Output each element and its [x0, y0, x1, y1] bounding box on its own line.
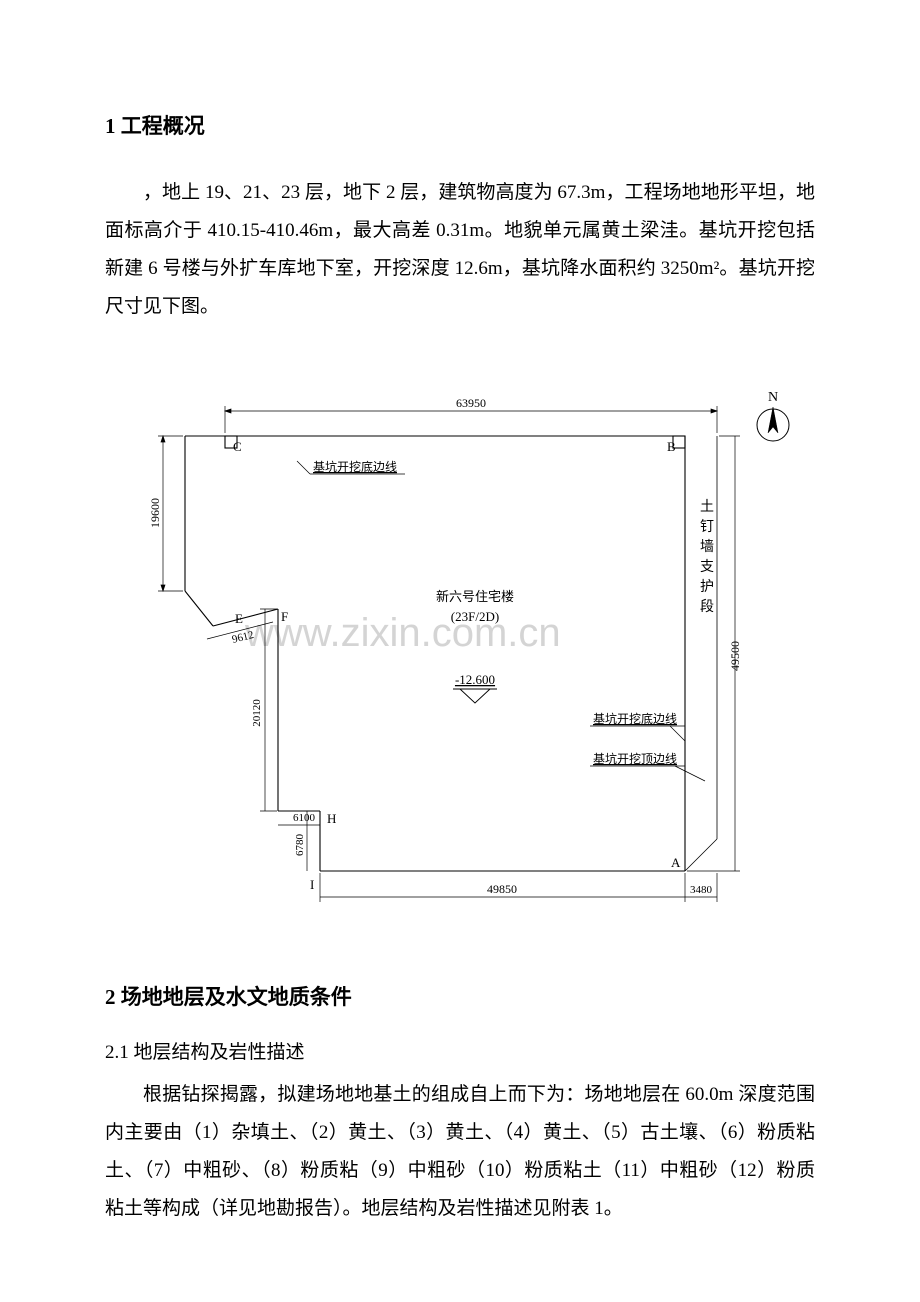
svg-text:63950: 63950 [456, 396, 486, 410]
svg-text:49850: 49850 [487, 882, 517, 896]
pit-plan-diagram: www.zixin.com.cn N [105, 381, 815, 941]
svg-text:C: C [233, 439, 242, 454]
dim-fh-h: 6100 [278, 812, 320, 825]
side-text: 土 钉 墙 支 护 段 [700, 499, 714, 615]
svg-text:I: I [310, 877, 314, 892]
svg-text:基坑开挖顶边线: 基坑开挖顶边线 [593, 751, 677, 766]
svg-text:6780: 6780 [294, 834, 306, 857]
label-bottom-line-top: 基坑开挖底边线 [297, 459, 405, 474]
section-1-paragraph: ，地上 19、21、23 层，地下 2 层，建筑物高度为 67.3m，工程场地地… [105, 174, 815, 326]
elevation-marker: -12.600 [453, 672, 497, 703]
compass-icon: N [757, 390, 789, 441]
svg-text:基坑开挖底边线: 基坑开挖底边线 [593, 711, 677, 726]
dim-left: 19600 [148, 436, 183, 591]
svg-text:土: 土 [700, 499, 714, 515]
section-2-1-heading: 2.1 地层结构及岩性描述 [105, 1037, 815, 1064]
svg-text:-12.600: -12.600 [455, 672, 495, 687]
svg-text:A: A [671, 855, 681, 870]
svg-text:F: F [281, 609, 288, 624]
label-top-line: 基坑开挖顶边线 [590, 751, 705, 781]
svg-text:护: 护 [700, 579, 714, 595]
svg-text:新六号住宅楼: 新六号住宅楼 [436, 589, 514, 604]
svg-text:H: H [327, 811, 336, 826]
svg-text:基坑开挖底边线: 基坑开挖底边线 [313, 459, 397, 474]
svg-text:E: E [235, 611, 243, 626]
svg-text:N: N [768, 390, 778, 405]
label-bottom-line-right: 基坑开挖底边线 [590, 711, 685, 741]
svg-text:19600: 19600 [148, 498, 162, 528]
section-1-heading: 1 工程概况 [105, 110, 815, 140]
svg-text:6100: 6100 [293, 812, 316, 824]
dim-top: 63950 [225, 396, 717, 433]
watermark-text: www.zixin.com.cn [244, 611, 561, 655]
svg-text:支: 支 [700, 559, 714, 575]
svg-text:钉: 钉 [700, 519, 714, 535]
svg-text:B: B [667, 439, 676, 454]
section-2-1-paragraph: 根据钻探揭露，拟建场地地基土的组成自上而下为：场地地层在 60.0m 深度范围内… [105, 1076, 815, 1228]
section-2-heading: 2 场地地层及水文地质条件 [105, 981, 815, 1011]
svg-text:(23F/2D): (23F/2D) [451, 609, 499, 624]
svg-text:3480: 3480 [690, 884, 713, 896]
svg-text:墙: 墙 [700, 539, 714, 555]
svg-text:20120: 20120 [251, 699, 263, 727]
corner-labels: C B A I H F E [233, 439, 681, 892]
dim-bottom: 49850 3480 [320, 873, 717, 902]
svg-text:49500: 49500 [728, 641, 742, 671]
dim-right: 49500 [687, 436, 742, 871]
svg-text:段: 段 [700, 599, 714, 615]
